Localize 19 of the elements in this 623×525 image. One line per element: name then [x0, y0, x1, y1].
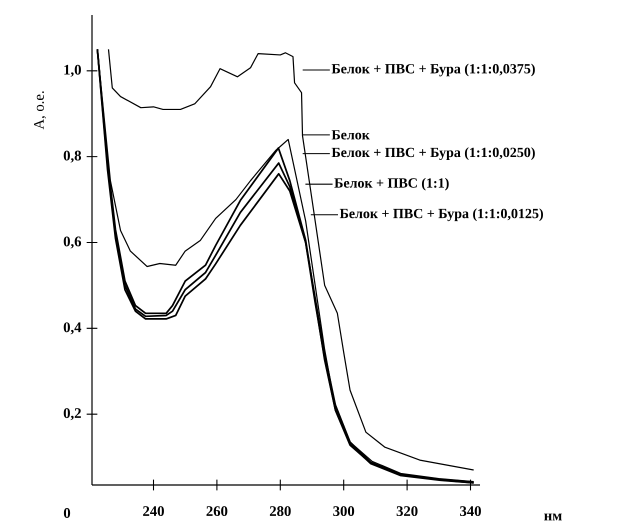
legend-label: Белок + ПВС + Бура (1:1:0,0125)	[340, 208, 543, 222]
y-tick-label: 1,0	[64, 64, 81, 77]
y-tick-label: 0,8	[64, 150, 82, 163]
x-tick-label: 340	[460, 506, 481, 516]
x-tick-label: 300	[333, 506, 354, 516]
x-tick-label: 260	[206, 506, 228, 516]
y-tick-label: 0,2	[64, 408, 81, 420]
x-tick-label: 280	[270, 506, 291, 516]
legend-label: Белок + ПВС + Бура (1:1:0,0375)	[332, 64, 535, 76]
y-axis-title: A, о.е.	[34, 91, 46, 130]
y-tick-label: 0,6	[64, 236, 82, 249]
y-tick-label: 0,4	[64, 322, 82, 334]
legend-label: Белок	[332, 130, 370, 140]
x-tick-label: 320	[396, 506, 418, 516]
x-axis-title: нм	[544, 514, 562, 520]
legend-label: Белок + ПВС + Бура (1:1:0,0250)	[332, 147, 535, 160]
legend-label: Белок + ПВС (1:1)	[334, 178, 449, 191]
text: 0	[64, 508, 70, 518]
x-tick-label: 240	[143, 506, 164, 516]
